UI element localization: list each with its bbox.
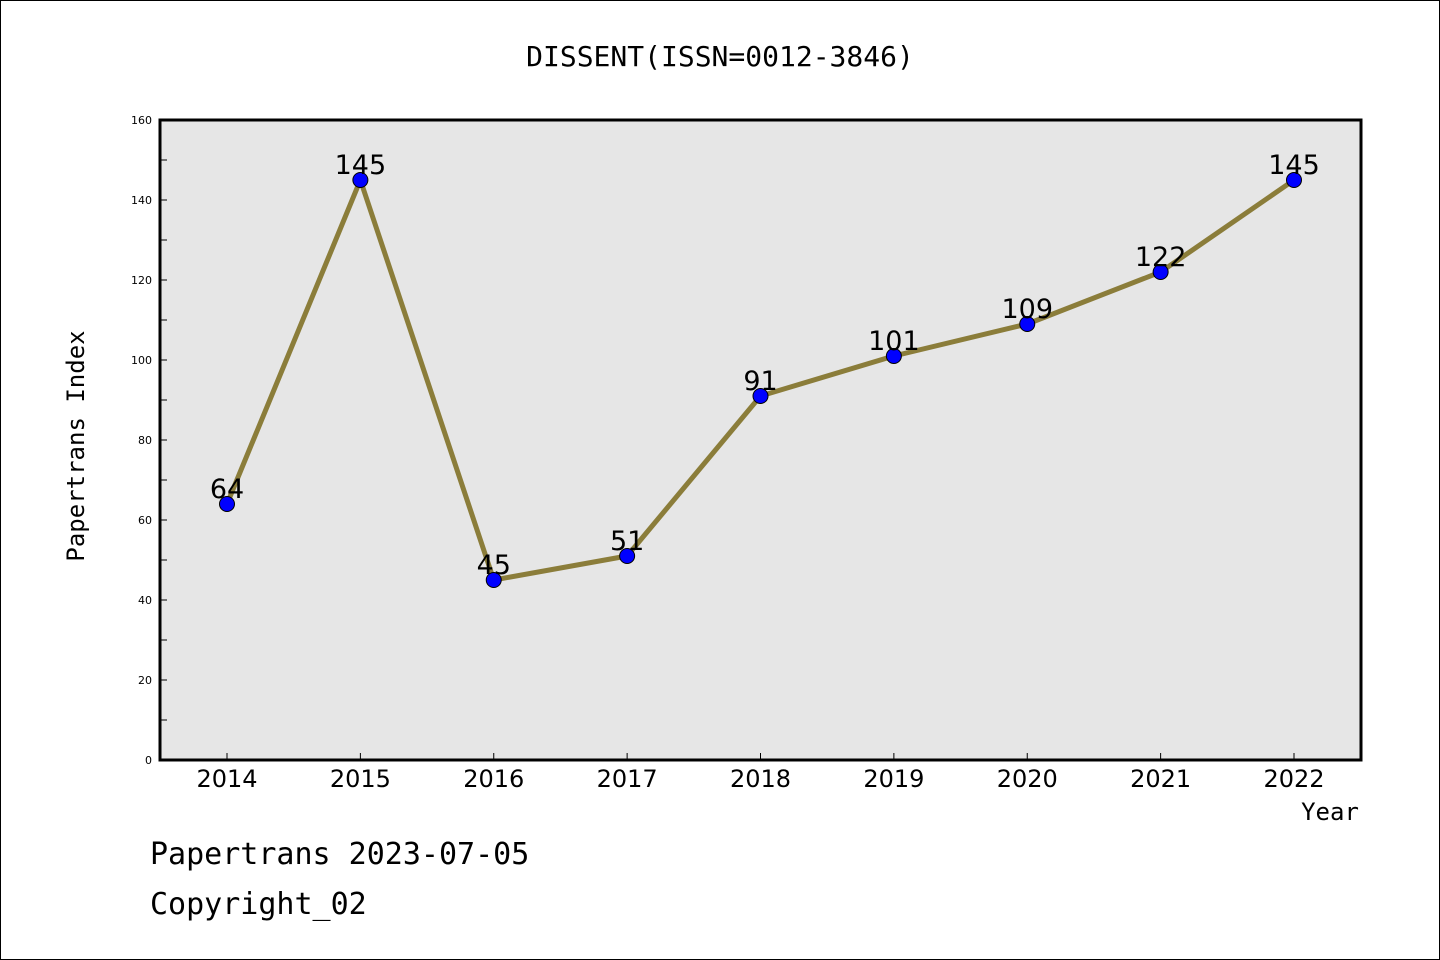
- y-tick-label: 120: [131, 274, 152, 287]
- data-label: 51: [610, 526, 644, 557]
- y-tick-label: 140: [131, 194, 152, 207]
- y-tick-label: 160: [131, 114, 152, 127]
- data-point: [619, 548, 636, 564]
- data-point: [352, 172, 369, 188]
- x-tick-label: 2015: [330, 765, 391, 793]
- x-tick-label: 2021: [1130, 765, 1191, 793]
- x-axis-ticks: 2014 2015 2016 2017 2018 2019 2020 2021 2022: [196, 753, 1325, 793]
- data-point: [885, 348, 902, 364]
- data-label: 101: [868, 326, 920, 357]
- y-tick-label: 100: [131, 354, 152, 367]
- data-label: 45: [477, 550, 511, 581]
- data-label: 91: [743, 366, 777, 397]
- y-tick-label: 60: [138, 514, 152, 527]
- y-tick-label: 40: [138, 594, 152, 607]
- data-label: 122: [1135, 242, 1187, 273]
- y-tick-label: 20: [138, 674, 152, 687]
- y-tick-label: 80: [138, 434, 152, 447]
- footer-copyright: Copyright_02: [150, 887, 367, 922]
- y-axis-label: Papertrans Index: [62, 330, 90, 561]
- data-point: [752, 388, 769, 404]
- x-tick-label: 2022: [1263, 765, 1324, 793]
- data-label: 145: [335, 150, 387, 181]
- data-point: [219, 496, 235, 512]
- x-tick-label: 2020: [997, 765, 1058, 793]
- series-markers: [219, 172, 1302, 588]
- x-tick-label: 2017: [597, 765, 658, 793]
- data-point: [1286, 172, 1302, 188]
- y-tick-label: 0: [145, 754, 152, 767]
- x-axis-label: Year: [1301, 798, 1359, 826]
- x-tick-label: 2018: [730, 765, 791, 793]
- x-tick-label: 2019: [863, 765, 924, 793]
- x-tick-label: 2016: [463, 765, 524, 793]
- data-point: [485, 572, 502, 588]
- footer-date: Papertrans 2023-07-05: [150, 837, 529, 872]
- plot-area: [158, 118, 1363, 762]
- data-labels: 64 145 45 51 91 101 109 122 145: [210, 150, 1320, 581]
- data-label: 109: [1001, 294, 1053, 325]
- data-label: 145: [1268, 150, 1320, 181]
- data-point: [1152, 264, 1169, 280]
- y-axis-ticks: 0 20 40 60 80 100 120 140 160: [131, 114, 167, 767]
- data-point: [1019, 316, 1036, 332]
- x-tick-label: 2014: [196, 765, 257, 793]
- chart-title: DISSENT(ISSN=0012-3846): [526, 40, 914, 73]
- data-label: 64: [210, 474, 244, 505]
